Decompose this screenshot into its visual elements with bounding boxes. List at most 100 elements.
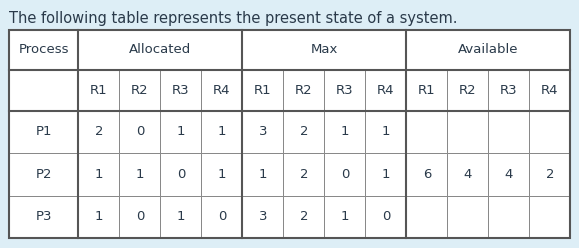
Text: 0: 0 bbox=[340, 168, 349, 181]
Text: 3: 3 bbox=[259, 210, 267, 223]
Text: 1: 1 bbox=[218, 125, 226, 138]
Text: 1: 1 bbox=[382, 125, 390, 138]
Text: 1: 1 bbox=[94, 168, 103, 181]
Text: 3: 3 bbox=[259, 125, 267, 138]
Bar bbox=[243, 196, 283, 238]
Text: 1: 1 bbox=[340, 210, 349, 223]
Bar bbox=[283, 111, 324, 153]
Bar bbox=[9, 196, 78, 238]
Text: R4: R4 bbox=[541, 84, 559, 97]
Bar bbox=[9, 153, 78, 196]
Bar bbox=[9, 30, 570, 238]
Text: R3: R3 bbox=[500, 84, 518, 97]
Bar bbox=[283, 70, 324, 111]
Text: 0: 0 bbox=[135, 125, 144, 138]
Text: R1: R1 bbox=[418, 84, 435, 97]
Bar bbox=[488, 153, 529, 196]
Bar bbox=[9, 70, 78, 111]
Bar bbox=[243, 30, 406, 70]
Bar bbox=[365, 196, 406, 238]
Bar bbox=[488, 196, 529, 238]
Bar bbox=[324, 111, 365, 153]
Bar bbox=[119, 70, 160, 111]
Bar bbox=[243, 111, 283, 153]
Text: Allocated: Allocated bbox=[129, 43, 192, 57]
Text: 0: 0 bbox=[218, 210, 226, 223]
Bar bbox=[488, 70, 529, 111]
Bar bbox=[78, 30, 243, 70]
Bar bbox=[529, 196, 570, 238]
Text: Process: Process bbox=[19, 43, 69, 57]
Text: R3: R3 bbox=[172, 84, 190, 97]
Bar bbox=[201, 111, 243, 153]
Text: 1: 1 bbox=[218, 168, 226, 181]
Bar bbox=[488, 111, 529, 153]
Bar bbox=[78, 111, 119, 153]
Bar bbox=[324, 70, 365, 111]
Text: 2: 2 bbox=[299, 125, 308, 138]
Text: 2: 2 bbox=[545, 168, 554, 181]
Bar bbox=[160, 153, 201, 196]
Text: 2: 2 bbox=[299, 210, 308, 223]
Bar bbox=[365, 70, 406, 111]
Bar bbox=[119, 111, 160, 153]
Bar bbox=[406, 70, 448, 111]
Bar bbox=[9, 30, 78, 70]
Bar bbox=[529, 153, 570, 196]
Bar bbox=[324, 153, 365, 196]
Bar bbox=[78, 70, 119, 111]
Text: R2: R2 bbox=[459, 84, 477, 97]
Text: 1: 1 bbox=[135, 168, 144, 181]
Bar bbox=[243, 70, 283, 111]
Bar bbox=[201, 70, 243, 111]
Bar bbox=[324, 196, 365, 238]
Bar bbox=[9, 111, 78, 153]
Bar bbox=[529, 111, 570, 153]
Bar bbox=[406, 196, 448, 238]
Bar bbox=[448, 196, 488, 238]
Bar bbox=[119, 153, 160, 196]
Text: P2: P2 bbox=[35, 168, 52, 181]
Bar bbox=[160, 196, 201, 238]
Bar bbox=[406, 153, 448, 196]
Bar bbox=[78, 196, 119, 238]
Bar bbox=[119, 196, 160, 238]
Text: 0: 0 bbox=[382, 210, 390, 223]
Text: 1: 1 bbox=[340, 125, 349, 138]
Text: Available: Available bbox=[458, 43, 519, 57]
Bar bbox=[78, 153, 119, 196]
Text: P1: P1 bbox=[35, 125, 52, 138]
Bar bbox=[406, 111, 448, 153]
Bar bbox=[201, 153, 243, 196]
Text: R1: R1 bbox=[90, 84, 108, 97]
Bar bbox=[365, 111, 406, 153]
Text: 4: 4 bbox=[464, 168, 472, 181]
Bar bbox=[283, 153, 324, 196]
Text: 1: 1 bbox=[259, 168, 267, 181]
Bar bbox=[365, 153, 406, 196]
Text: The following table represents the present state of a system.: The following table represents the prese… bbox=[9, 11, 457, 26]
Text: R2: R2 bbox=[295, 84, 313, 97]
Bar bbox=[448, 70, 488, 111]
Text: 0: 0 bbox=[135, 210, 144, 223]
Text: Max: Max bbox=[311, 43, 338, 57]
Text: 1: 1 bbox=[177, 125, 185, 138]
Bar bbox=[160, 111, 201, 153]
Bar bbox=[448, 111, 488, 153]
Bar bbox=[201, 196, 243, 238]
Text: 2: 2 bbox=[94, 125, 103, 138]
Text: 1: 1 bbox=[177, 210, 185, 223]
Text: R4: R4 bbox=[213, 84, 230, 97]
Text: R2: R2 bbox=[131, 84, 149, 97]
Text: R4: R4 bbox=[377, 84, 394, 97]
Text: R1: R1 bbox=[254, 84, 272, 97]
Bar bbox=[529, 70, 570, 111]
Text: P3: P3 bbox=[35, 210, 52, 223]
Text: 6: 6 bbox=[423, 168, 431, 181]
Bar bbox=[243, 153, 283, 196]
Text: 2: 2 bbox=[299, 168, 308, 181]
Bar bbox=[160, 70, 201, 111]
Bar bbox=[448, 153, 488, 196]
Bar bbox=[406, 30, 570, 70]
Text: 1: 1 bbox=[382, 168, 390, 181]
